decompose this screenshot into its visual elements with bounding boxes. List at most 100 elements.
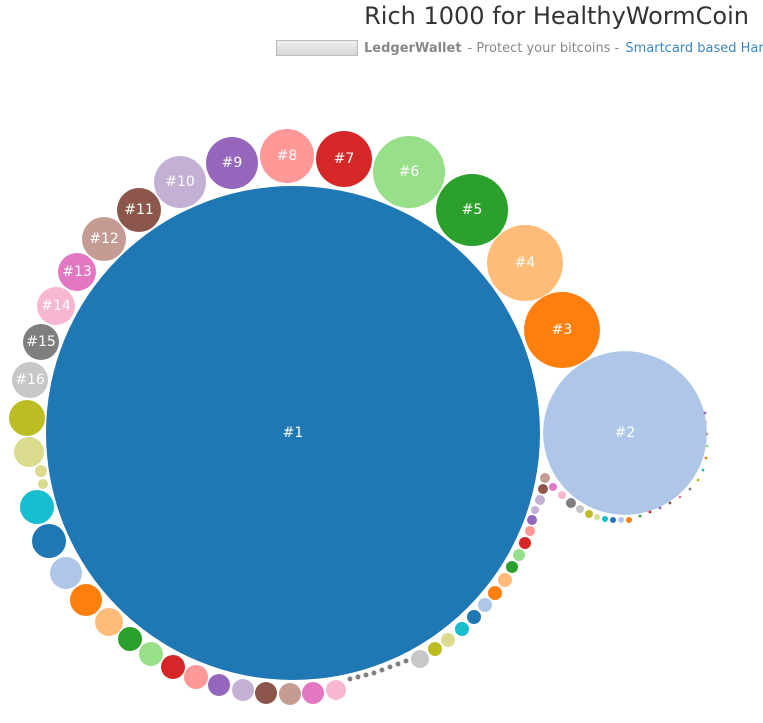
bubble xyxy=(260,129,314,183)
bubble-label: #8 xyxy=(277,148,298,164)
bubble xyxy=(524,292,600,368)
bubble xyxy=(184,665,208,689)
bubble xyxy=(255,682,277,704)
bubble-label: #12 xyxy=(89,231,119,247)
bubble xyxy=(363,672,369,678)
ad-link[interactable]: Smartcard based Har xyxy=(625,40,763,56)
bubble xyxy=(428,642,442,656)
bubble xyxy=(467,610,481,624)
bubble xyxy=(455,622,469,636)
bubble xyxy=(478,598,492,612)
bubble xyxy=(638,514,642,518)
bubble xyxy=(206,137,258,189)
bubble xyxy=(37,287,75,325)
bubble xyxy=(610,517,616,523)
bubble xyxy=(118,627,142,651)
bubble xyxy=(58,253,96,291)
bubble-label: #4 xyxy=(515,255,536,271)
device-image xyxy=(276,40,358,56)
bubble xyxy=(371,670,377,676)
bubble xyxy=(139,642,163,666)
bubble-label: #9 xyxy=(222,155,243,171)
bubble xyxy=(594,514,600,520)
bubble xyxy=(618,517,624,523)
bubble xyxy=(161,655,185,679)
bubble xyxy=(513,549,525,561)
bubble xyxy=(531,506,539,514)
ad-tagline: - Protect your bitcoins - xyxy=(467,40,620,56)
bubble xyxy=(519,537,531,549)
bubble xyxy=(70,584,102,616)
bubble xyxy=(32,524,66,558)
bubble-label: #15 xyxy=(26,334,56,350)
bubble xyxy=(387,664,393,670)
bubble xyxy=(487,225,563,301)
bubble xyxy=(355,674,361,680)
bubble-label: #2 xyxy=(615,425,636,441)
bubble xyxy=(704,456,708,460)
bubble xyxy=(566,498,576,508)
bubble xyxy=(14,437,44,467)
bubble xyxy=(23,324,59,360)
bubble xyxy=(82,217,126,261)
bubble xyxy=(648,510,652,514)
bubble-label: #5 xyxy=(462,202,483,218)
bubble xyxy=(232,679,254,701)
bubble xyxy=(668,501,672,505)
bubble xyxy=(326,680,346,700)
bubble xyxy=(585,510,593,518)
bubble xyxy=(38,479,48,489)
bubble xyxy=(558,491,566,499)
bubble xyxy=(403,658,409,664)
bubble-label: #14 xyxy=(41,298,71,314)
bubble-label: #13 xyxy=(62,264,92,280)
bubble xyxy=(435,173,509,247)
bubble xyxy=(696,478,700,482)
bubble-label: #1 xyxy=(283,425,304,441)
bubble xyxy=(678,495,682,499)
bubble xyxy=(498,573,512,587)
bubble xyxy=(441,633,455,647)
bubble xyxy=(117,188,161,232)
bubble xyxy=(525,526,535,536)
bubble xyxy=(95,608,123,636)
bubble xyxy=(535,495,545,505)
bubble xyxy=(576,505,584,513)
bubble xyxy=(302,682,324,704)
page-title: Rich 1000 for HealthyWormCoin xyxy=(364,2,749,30)
bubble xyxy=(50,557,82,589)
ad-banner: LedgerWallet - Protect your bitcoins - S… xyxy=(276,40,763,56)
bubble xyxy=(688,487,692,491)
ad-brand[interactable]: LedgerWallet xyxy=(364,40,462,56)
bubble xyxy=(46,186,540,680)
bubble xyxy=(12,362,48,398)
bubble xyxy=(9,400,45,436)
bubble xyxy=(540,473,550,483)
bubble-label: #10 xyxy=(165,174,195,190)
bubble xyxy=(705,432,709,436)
bubble xyxy=(538,484,548,494)
bubble xyxy=(703,411,707,415)
bubble xyxy=(527,515,537,525)
bubble xyxy=(379,667,385,673)
bubble-label: #6 xyxy=(399,164,420,180)
bubble xyxy=(488,586,502,600)
bubble-label: #7 xyxy=(334,151,355,167)
bubble xyxy=(35,465,47,477)
bubble-label: #3 xyxy=(552,322,573,338)
bubble xyxy=(506,561,518,573)
bubble xyxy=(20,490,54,524)
bubble xyxy=(316,131,372,187)
bubble xyxy=(395,661,401,667)
bubble xyxy=(543,351,707,515)
bubble xyxy=(602,516,608,522)
bubble xyxy=(347,676,353,682)
bubble xyxy=(626,517,632,523)
bubble xyxy=(372,135,446,209)
bubble xyxy=(154,156,206,208)
bubble xyxy=(704,420,708,424)
bubble xyxy=(705,444,709,448)
bubble xyxy=(658,506,662,510)
